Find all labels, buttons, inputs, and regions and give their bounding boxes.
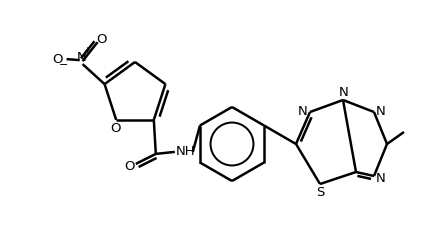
Text: O: O [52,52,63,65]
Text: N: N [339,85,349,98]
Text: −: − [59,60,68,70]
Text: +: + [83,45,90,54]
Text: N: N [298,104,308,117]
Text: O: O [110,122,121,135]
Text: N: N [376,172,386,185]
Text: N: N [77,50,86,63]
Text: O: O [96,33,107,45]
Text: O: O [125,160,135,173]
Text: N: N [376,104,386,117]
Text: NH: NH [176,145,196,158]
Text: S: S [316,186,324,199]
